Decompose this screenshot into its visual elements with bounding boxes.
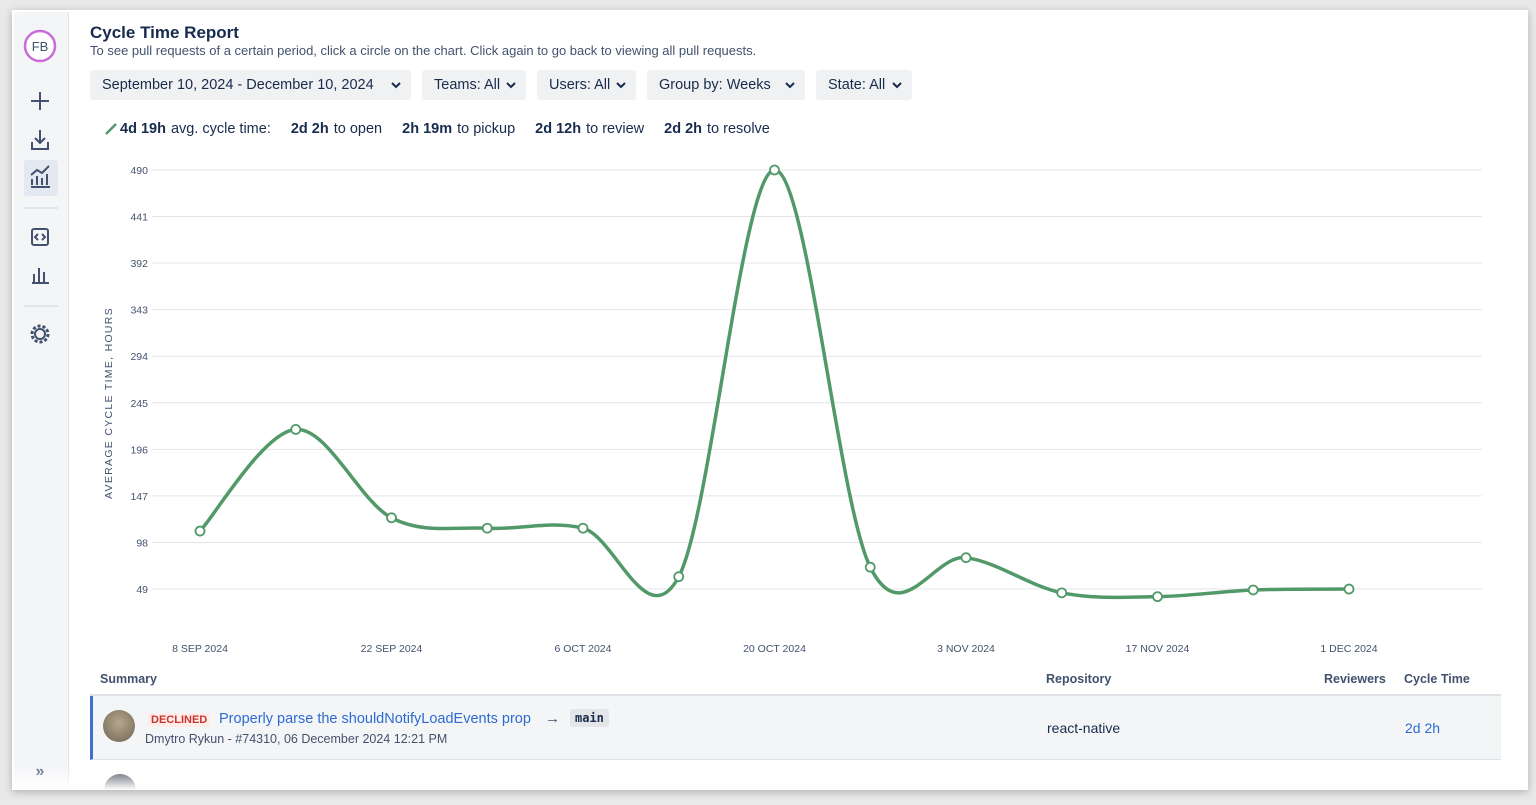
- stats-icon: [105, 123, 117, 135]
- filter-label: Users: All: [549, 77, 611, 93]
- y-tick-label: 245: [130, 398, 148, 410]
- filter-button[interactable]: State: All: [816, 70, 912, 100]
- x-tick-label: 17 NOV 2024: [1126, 643, 1190, 655]
- stat-label: to review: [586, 121, 645, 137]
- filter-label: State: All: [828, 77, 886, 93]
- y-tick-label: 490: [130, 165, 148, 177]
- nav-icons[interactable]: [24, 92, 58, 344]
- data-point[interactable]: [673, 571, 685, 583]
- data-point[interactable]: [1152, 591, 1163, 603]
- logo-ring[interactable]: [23, 29, 57, 63]
- y-axis-title: AVERAGE CYCLE TIME, HOURS: [103, 307, 115, 499]
- stat-phase: 2h 19m to pickup: [402, 121, 515, 137]
- y-tick-label: 196: [130, 444, 148, 456]
- app-window: FB » Cycle Time Report To see pull reque…: [12, 10, 1528, 790]
- series-line: [198, 168, 1350, 600]
- chevron: [785, 82, 795, 89]
- stat-total: 4d 19h avg. cycle time:: [120, 121, 271, 137]
- data-point[interactable]: [194, 525, 206, 537]
- arrow: →: [545, 710, 560, 727]
- stat-value: 2d 2h: [664, 121, 702, 137]
- y-tick-label: 343: [130, 305, 148, 317]
- x-tick-label: 22 SEP 2024: [361, 643, 423, 655]
- column-header: Cycle Time: [1404, 672, 1470, 686]
- chevron: [391, 82, 401, 89]
- data-point[interactable]: [1247, 584, 1259, 596]
- x-tick-label: 6 OCT 2024: [554, 643, 611, 655]
- stat-phase: 2d 12h to review: [535, 121, 644, 137]
- stat-value: 4d 19h: [120, 121, 166, 137]
- x-tick-label: 1 DEC 2024: [1320, 643, 1377, 655]
- stat-phase: 2d 2h to resolve: [664, 121, 770, 137]
- filter-button[interactable]: September 10, 2024 - December 10, 2024: [90, 70, 411, 100]
- y-tick-label: 49: [136, 584, 148, 596]
- cycle-time[interactable]: 2d 2h: [1405, 720, 1441, 736]
- stat-value: 2h 19m: [402, 121, 453, 137]
- chevron: [616, 82, 626, 89]
- y-tick-label: 294: [130, 351, 148, 363]
- column-header: Summary: [100, 672, 157, 686]
- y-tick-label: 147: [130, 491, 148, 503]
- stat-label: avg. cycle time:: [170, 121, 271, 137]
- y-tick-label: 441: [130, 212, 148, 224]
- logo-text: FB: [32, 39, 49, 54]
- data-point[interactable]: [769, 164, 780, 176]
- data-point[interactable]: [864, 561, 876, 573]
- x-tick-label: 20 OCT 2024: [743, 643, 806, 655]
- x-tick-label: 8 SEP 2024: [172, 643, 228, 655]
- stat-label: to pickup: [457, 121, 516, 137]
- stat-label: to open: [333, 121, 383, 137]
- filter-label: Teams: All: [434, 77, 501, 93]
- avatar: [103, 710, 135, 742]
- chart: 49 98 147 196 245 294 343 392 441 490 AVERAGE CYCL…: [103, 164, 1482, 655]
- filter-label: September 10, 2024 - December 10, 2024: [102, 77, 374, 93]
- branch: main: [570, 709, 609, 727]
- column-header: Reviewers: [1324, 672, 1386, 686]
- chevron: [506, 82, 516, 89]
- state-badge: DECLINED: [148, 713, 211, 727]
- page-subtitle: To see pull requests of a certain period…: [90, 43, 757, 58]
- fade: [12, 765, 1528, 790]
- column-header: Repository: [1046, 672, 1112, 686]
- y-tick-label: 392: [130, 258, 148, 270]
- pr-meta: Dmytro Rykun - #74310, 06 December 2024 …: [145, 732, 448, 746]
- data-point[interactable]: [386, 512, 397, 524]
- data-point[interactable]: [960, 552, 972, 564]
- page-title: Cycle Time Report: [90, 23, 239, 42]
- filter-button[interactable]: Teams: All: [422, 70, 526, 100]
- chevron: [892, 82, 902, 89]
- filter-button[interactable]: Group by: Weeks: [647, 70, 805, 100]
- x-tick-label: 3 NOV 2024: [937, 643, 995, 655]
- data-point[interactable]: [290, 424, 302, 435]
- filter-button[interactable]: Users: All: [537, 70, 636, 100]
- data-point[interactable]: [1056, 587, 1068, 599]
- data-point[interactable]: [577, 522, 589, 534]
- stat-value: 2d 2h: [290, 121, 329, 137]
- repository: react-native: [1047, 720, 1121, 736]
- stat-phase: 2d 2h to open: [291, 121, 382, 137]
- table-row[interactable]: DECLINED Properly parse the shouldNotify…: [90, 696, 1501, 760]
- data-point[interactable]: [1343, 583, 1355, 595]
- sidebar-icons: FB »: [23, 29, 58, 780]
- sidebar: FB »: [14, 12, 69, 788]
- pr-title[interactable]: Properly parse the shouldNotifyLoadEvent…: [219, 711, 531, 727]
- stats-bar: 4d 19h avg. cycle time: 2d 2h to open 2h 19…: [104, 121, 790, 137]
- stat-label: to resolve: [707, 121, 770, 137]
- stat-value: 2d 12h: [535, 121, 582, 137]
- data-point[interactable]: [481, 522, 493, 534]
- y-tick-label: 98: [136, 537, 148, 549]
- header-rule: [90, 694, 1501, 696]
- filter-label: Group by: Weeks: [659, 77, 771, 93]
